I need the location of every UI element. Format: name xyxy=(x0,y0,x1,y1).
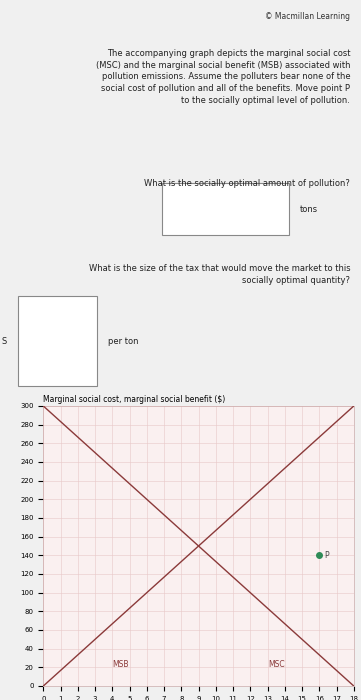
Text: What is the size of the tax that would move the market to this
socially optimal : What is the size of the tax that would m… xyxy=(88,264,350,285)
Text: What is the socially optimal amount of pollution?: What is the socially optimal amount of p… xyxy=(144,178,350,188)
Text: S: S xyxy=(2,337,7,346)
Text: The accompanying graph depicts the marginal social cost
(MSC) and the marginal s: The accompanying graph depicts the margi… xyxy=(96,49,350,105)
Text: per ton: per ton xyxy=(108,337,139,346)
FancyBboxPatch shape xyxy=(162,183,289,235)
Text: P: P xyxy=(325,551,329,560)
Text: Marginal social cost, marginal social benefit ($): Marginal social cost, marginal social be… xyxy=(43,395,226,404)
Text: MSB: MSB xyxy=(113,660,129,669)
Text: tons: tons xyxy=(300,204,318,214)
Text: © Macmillan Learning: © Macmillan Learning xyxy=(265,12,350,21)
FancyBboxPatch shape xyxy=(18,296,97,386)
Text: MSC: MSC xyxy=(268,660,284,669)
